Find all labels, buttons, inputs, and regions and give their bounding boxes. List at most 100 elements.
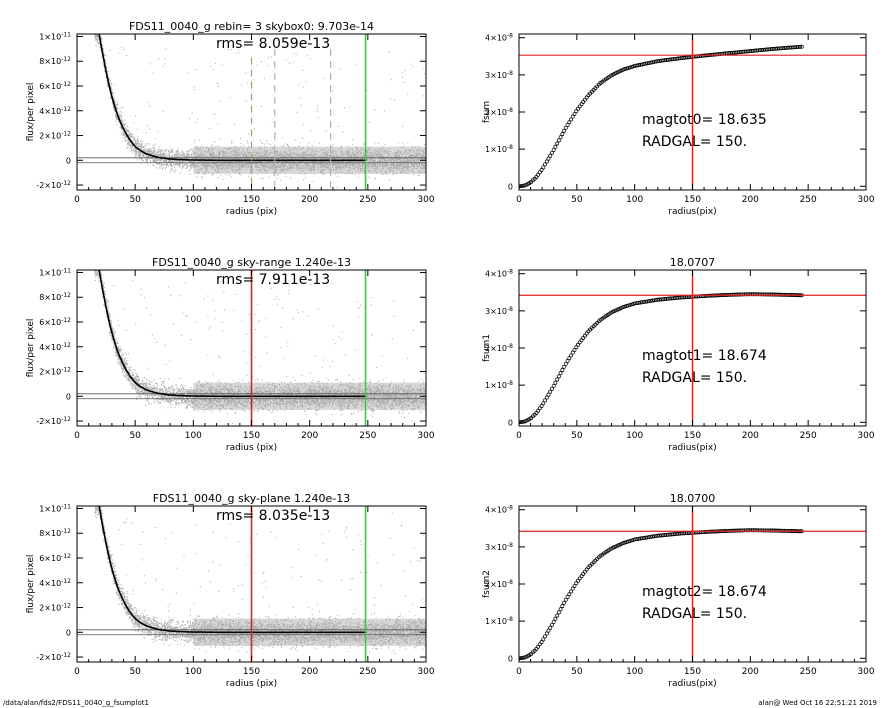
data-point [411, 158, 413, 159]
data-point [126, 147, 128, 149]
data-point [132, 122, 134, 124]
data-point [307, 154, 309, 156]
data-point [414, 167, 415, 169]
data-point [235, 155, 237, 157]
data-point [238, 163, 240, 165]
data-point [251, 158, 253, 160]
data-point [237, 156, 239, 158]
data-point [200, 153, 202, 155]
data-point [236, 169, 238, 171]
data-point [399, 171, 401, 173]
data-point [332, 157, 334, 159]
data-point [113, 97, 115, 99]
data-point [135, 140, 137, 142]
data-point [156, 149, 158, 151]
data-point [184, 164, 186, 166]
data-point [253, 163, 255, 165]
data-point [347, 156, 349, 158]
data-point [182, 152, 184, 154]
data-point [256, 151, 258, 153]
data-point [381, 163, 383, 164]
data-point [139, 158, 141, 160]
data-point [113, 99, 115, 101]
data-point [395, 160, 397, 161]
data-point [175, 163, 177, 165]
data-point [251, 156, 253, 158]
data-point [340, 150, 342, 152]
data-point [309, 58, 311, 60]
data-point [199, 146, 201, 148]
data-point [142, 146, 144, 148]
data-point [200, 163, 202, 165]
data-point [186, 151, 188, 153]
data-point [336, 163, 338, 165]
data-point [270, 166, 272, 168]
data-point [247, 152, 249, 154]
data-point [240, 143, 242, 144]
data-point [212, 158, 214, 160]
data-point [217, 83, 219, 85]
data-point [205, 158, 207, 160]
data-point [331, 91, 333, 92]
data-point [177, 150, 179, 152]
data-point [409, 160, 411, 162]
data-point [291, 168, 293, 169]
data-point [288, 155, 290, 157]
data-point [336, 164, 338, 166]
data-point [209, 163, 211, 165]
data-point [285, 152, 287, 154]
data-point [222, 170, 224, 172]
data-point [301, 148, 303, 150]
data-point [369, 159, 371, 161]
data-point [212, 153, 214, 155]
data-point [207, 151, 209, 153]
data-point [141, 160, 143, 162]
data-point [414, 146, 416, 148]
data-point [164, 150, 166, 152]
data-point [160, 160, 162, 162]
data-point [198, 158, 200, 160]
data-point [199, 169, 201, 170]
data-point [197, 169, 199, 170]
data-point [289, 163, 291, 165]
data-point [328, 158, 330, 160]
data-point [328, 161, 330, 163]
data-point [404, 165, 406, 166]
data-point [381, 171, 383, 173]
data-point [341, 158, 343, 160]
data-point [171, 155, 173, 157]
data-point [141, 155, 143, 157]
data-point [127, 142, 129, 144]
data-point [255, 163, 257, 165]
data-point [340, 167, 341, 168]
data-point [362, 148, 364, 150]
data-point [341, 163, 343, 165]
data-point [313, 153, 315, 155]
data-point [172, 150, 174, 152]
data-point [110, 87, 112, 89]
data-point [400, 170, 402, 172]
data-point [200, 156, 202, 158]
data-point [245, 155, 247, 157]
data-point [156, 154, 158, 156]
data-point [315, 150, 317, 152]
data-point [213, 155, 215, 157]
data-point [252, 173, 253, 175]
data-point [223, 156, 225, 158]
data-point [206, 161, 208, 162]
data-point [323, 158, 325, 160]
data-point [215, 158, 217, 160]
data-point [135, 149, 137, 151]
data-point [232, 154, 234, 156]
data-point [367, 164, 369, 166]
data-point [376, 149, 378, 151]
data-point [149, 153, 151, 155]
data-point [402, 167, 404, 169]
data-point [299, 170, 301, 172]
data-point [149, 162, 151, 164]
data-point [367, 156, 369, 158]
data-point [372, 156, 374, 158]
data-point [401, 168, 403, 170]
data-point [181, 168, 183, 170]
data-point [232, 166, 234, 168]
